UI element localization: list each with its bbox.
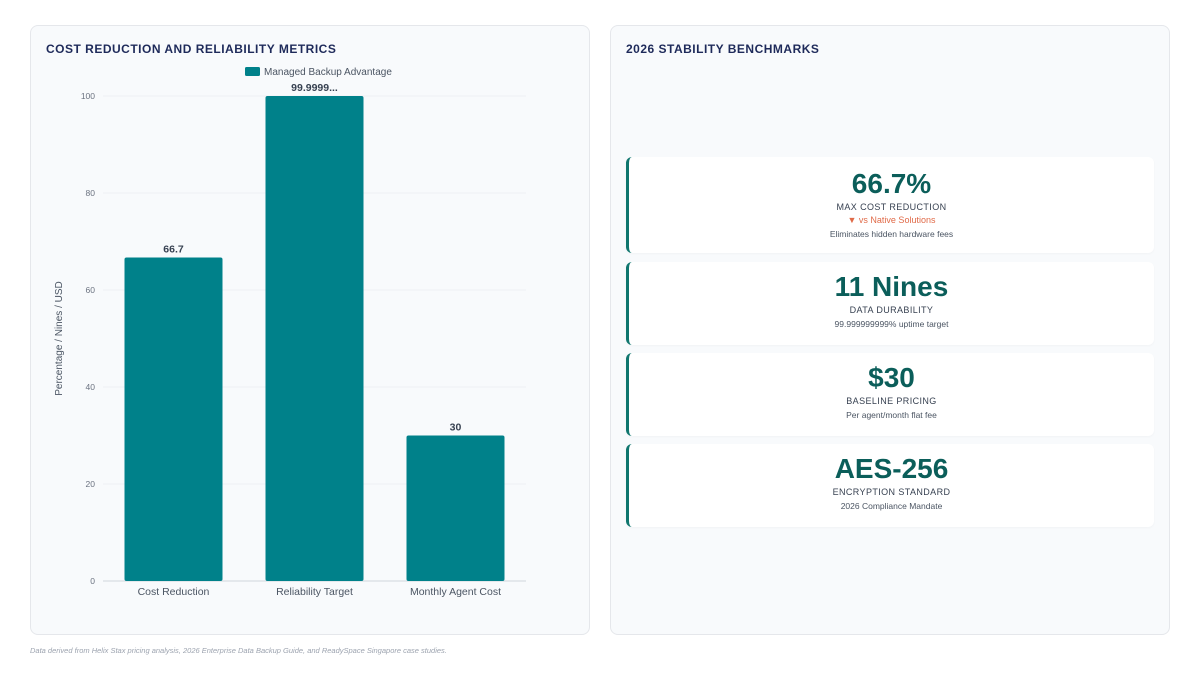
- y-tick-label: 0: [90, 576, 95, 586]
- bar-chart: 0 20 40 60 80 100 Percentage / Nines / USD Mana…: [54, 67, 526, 598]
- benchmarks-panel: 2026 STABILITY BENCHMARKS 66.7% MAX COST…: [610, 25, 1170, 635]
- card-note: 99.999999999% uptime target: [834, 319, 949, 329]
- legend-label: Managed Backup Advantage: [264, 67, 392, 78]
- card-value: $30: [868, 362, 915, 393]
- source-footnote: Data derived from Helix Stax pricing ana…: [30, 646, 447, 655]
- card-label: MAX COST REDUCTION: [836, 202, 947, 212]
- card-encryption-standard: AES-256 ENCRYPTION STANDARD 2026 Complia…: [626, 444, 1154, 527]
- y-tick-label: 40: [86, 382, 96, 392]
- card-delta: ▼ vs Native Solutions: [847, 215, 936, 225]
- y-tick-label: 80: [86, 188, 96, 198]
- card-max-cost-reduction: 66.7% MAX COST REDUCTION ▼ vs Native Sol…: [626, 157, 1154, 253]
- legend-swatch: [245, 67, 260, 76]
- card-value: AES-256: [834, 453, 949, 484]
- card-value: 11 Nines: [834, 271, 949, 302]
- x-tick-label: Monthly Agent Cost: [410, 586, 501, 598]
- card-label: ENCRYPTION STANDARD: [832, 487, 951, 497]
- y-axis-label: Percentage / Nines / USD: [54, 281, 65, 396]
- card-label: DATA DURABILITY: [849, 305, 934, 315]
- x-tick-label: Cost Reduction: [138, 586, 210, 598]
- x-tick-label: Reliability Target: [276, 586, 353, 598]
- card-label: BASELINE PRICING: [846, 396, 937, 406]
- data-label: 66.7: [163, 244, 184, 256]
- benchmarks-panel-title: 2026 STABILITY BENCHMARKS: [626, 42, 820, 56]
- bar: [124, 257, 223, 581]
- bar: [265, 96, 364, 581]
- bar: [406, 435, 505, 581]
- y-tick-label: 20: [86, 479, 96, 489]
- chart-panel-title: COST REDUCTION AND RELIABILITY METRICS: [46, 42, 337, 56]
- data-label: 99.9999...: [291, 82, 338, 94]
- card-data-durability: 11 Nines DATA DURABILITY 99.999999999% u…: [626, 262, 1154, 345]
- data-label: 30: [450, 422, 462, 434]
- card-note: Per agent/month flat fee: [846, 410, 937, 420]
- y-tick-label: 60: [86, 285, 96, 295]
- card-baseline-pricing: $30 BASELINE PRICING Per agent/month fla…: [626, 353, 1154, 436]
- chart-panel: COST REDUCTION AND RELIABILITY METRICS 0…: [30, 25, 590, 635]
- y-tick-label: 100: [81, 91, 95, 101]
- card-note: Eliminates hidden hardware fees: [829, 229, 954, 239]
- card-value: 66.7%: [851, 168, 932, 199]
- card-note: 2026 Compliance Mandate: [840, 501, 943, 511]
